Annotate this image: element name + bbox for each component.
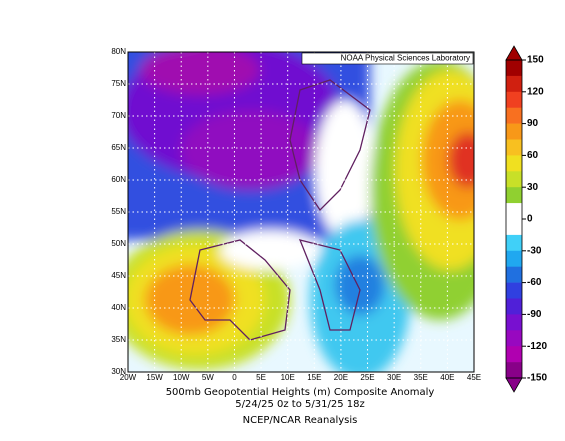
lon-label: 15E [307,373,321,382]
colorbar-label: -150 [527,373,547,384]
lon-label: 45E [467,373,481,382]
colorbar-band [506,282,522,299]
lon-label: 10W [173,373,190,382]
caption: 500mb Geopotential Heights (m) Composite… [166,387,435,398]
map-frame [127,51,475,373]
colorbar-band [506,234,522,252]
lon-label: 25E [360,373,374,382]
lat-label: 60N [111,175,126,184]
colorbar: 150 120 90 60 30 0 -30 -60 -90 -120 -150 [505,45,547,393]
lat-label: 65N [111,143,126,152]
colorbar-label: 90 [527,118,539,129]
colorbar-tip [505,377,523,393]
colorbar-label: 60 [527,150,539,161]
lat-label: 75N [111,79,126,88]
colorbar-band [506,107,522,124]
colorbar-label: -120 [527,341,547,352]
lat-label: 40N [111,303,126,312]
graticule [128,52,474,372]
credit-box [301,52,474,65]
lon-label: 15W [146,373,163,382]
colorbar-label: 0 [527,214,533,225]
colorbar-band [506,250,522,267]
lon-label: 0 [232,373,237,382]
lat-label: 55N [111,207,126,216]
colorbar-band [506,123,522,140]
colorbar-tip [505,45,523,61]
lon-label: 5E [256,373,266,382]
colorbar-label: -60 [527,277,542,288]
lat-label: 70N [111,111,126,120]
lon-label: 5W [202,373,214,382]
colorbar-band [506,266,522,283]
lon-label: 20W [120,373,137,382]
lon-label: 10E [281,373,295,382]
lat-label: 30N [111,367,126,376]
lon-label: 30E [387,373,401,382]
colorbar-band [506,60,522,77]
colorbar-label: -90 [527,309,542,320]
colorbar-band [506,91,522,108]
anomaly-field [128,52,474,372]
colorbar-band [506,139,522,156]
lat-label: 80N [111,47,126,56]
credit: NOAA Physical Sciences Laboratory [341,54,470,63]
caption: NCEP/NCAR Reanalysis [243,415,358,426]
colorbar-band [506,171,522,188]
colorbar-band [506,362,522,379]
colorbar-band [506,298,522,315]
colorbar-label: -30 [527,245,542,256]
colorbar-band [506,330,522,347]
colorbar-label: 120 [527,86,544,97]
lon-label: 35E [414,373,428,382]
lon-label: 40E [440,373,454,382]
colorbar-band [506,219,522,236]
colorbar-label: 150 [527,55,544,66]
colorbar-band [506,346,522,363]
lon-label: 20E [334,373,348,382]
lat-label: 35N [111,335,126,344]
caption: 5/24/25 0z to 5/31/25 18z [235,399,364,410]
colorbar-label: 30 [527,182,539,193]
colorbar-band [506,187,522,204]
colorbar-band [506,155,522,172]
colorbar-band [506,314,522,331]
colorbar-band [506,203,522,220]
lat-label: 45N [111,271,126,280]
lat-label: 50N [111,239,126,248]
colorbar-band [506,75,522,93]
